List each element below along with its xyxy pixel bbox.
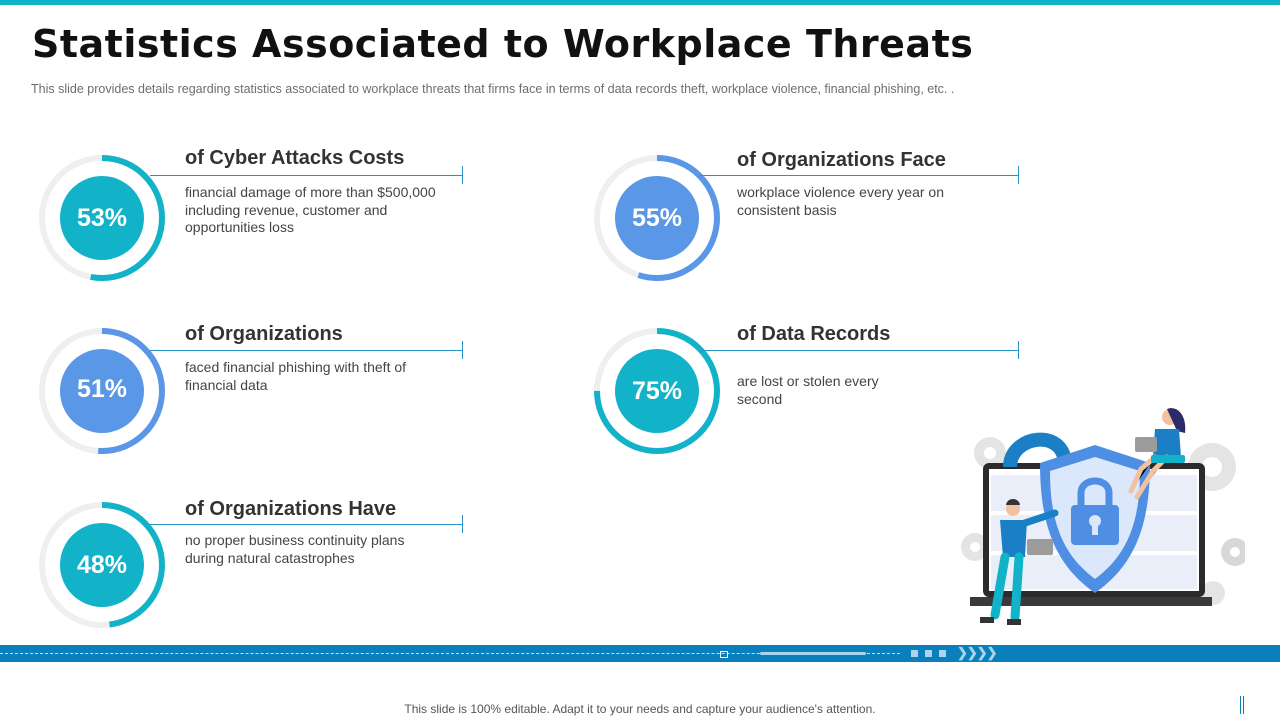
- stat-heading: of Organizations: [185, 323, 343, 345]
- stat-description: financial damage of more than $500,000 i…: [185, 184, 436, 235]
- connector-line: [150, 175, 462, 176]
- band-square: [911, 650, 918, 657]
- cyber-security-shield-illustration: [955, 405, 1249, 635]
- stat-heading: of Organizations Face: [737, 149, 946, 171]
- donut-progress-arc: [594, 328, 720, 454]
- donut-chart: [38, 501, 166, 629]
- donut-progress-arc: [594, 155, 720, 281]
- footer-note: This slide is 100% editable. Adapt it to…: [404, 702, 876, 716]
- top-accent-bar: [0, 0, 1280, 5]
- connector-tick: [462, 515, 463, 533]
- connector-tick: [462, 166, 463, 184]
- donut-chart: [38, 154, 166, 282]
- connector-tick: [1018, 341, 1019, 359]
- man-figure: [980, 499, 1059, 625]
- band-square: [939, 650, 946, 657]
- footer-divider: [1240, 696, 1244, 714]
- stat-percent: 75%: [631, 376, 683, 405]
- band-square: [925, 650, 932, 657]
- band-marker: [720, 651, 728, 658]
- laptop-base: [970, 597, 1212, 606]
- connector-line: [700, 175, 1018, 176]
- connector-line: [150, 350, 462, 351]
- connector-tick: [1018, 166, 1019, 184]
- stat-percent: 51%: [76, 374, 128, 403]
- band-slider: [760, 652, 866, 655]
- donut-chart: [38, 327, 166, 455]
- lock-icon: [1071, 477, 1119, 545]
- donut-center: [60, 349, 144, 433]
- donut-progress-arc: [39, 155, 165, 281]
- stat-heading: of Organizations Have: [185, 498, 397, 520]
- connector-line: [150, 524, 462, 525]
- donut-center: [615, 176, 699, 260]
- bottom-decorative-band: ❯❯❯❯: [0, 645, 1280, 662]
- stat-description: faced financial phishing with theft of f…: [185, 359, 407, 393]
- chevrons-right-icon: ❯❯❯❯: [957, 645, 998, 660]
- page-title: Statistics Associated to Workplace Threa…: [32, 22, 974, 66]
- connector-tick: [462, 341, 463, 359]
- stat-heading: of Data Records: [737, 323, 891, 345]
- donut-progress-arc: [39, 328, 165, 454]
- stat-heading: of Cyber Attacks Costs: [185, 147, 405, 169]
- stat-description: workplace violence every year on consist…: [737, 184, 944, 218]
- stat-description: are lost or stolen every second: [737, 373, 879, 407]
- stat-percent: 48%: [76, 550, 128, 579]
- donut-chart: [593, 154, 721, 282]
- stat-description: no proper business continuity plans duri…: [185, 532, 405, 566]
- woman-figure: [1128, 408, 1186, 500]
- band-dashed-line: [0, 653, 900, 654]
- donut-center: [60, 176, 144, 260]
- stat-percent: 53%: [76, 203, 128, 232]
- stat-percent: 55%: [631, 203, 683, 232]
- page-subtitle: This slide provides details regarding st…: [31, 82, 955, 96]
- connector-line: [700, 350, 1018, 351]
- donut-chart: [593, 327, 721, 455]
- donut-center: [60, 523, 144, 607]
- donut-progress-arc: [39, 502, 165, 628]
- donut-center: [615, 349, 699, 433]
